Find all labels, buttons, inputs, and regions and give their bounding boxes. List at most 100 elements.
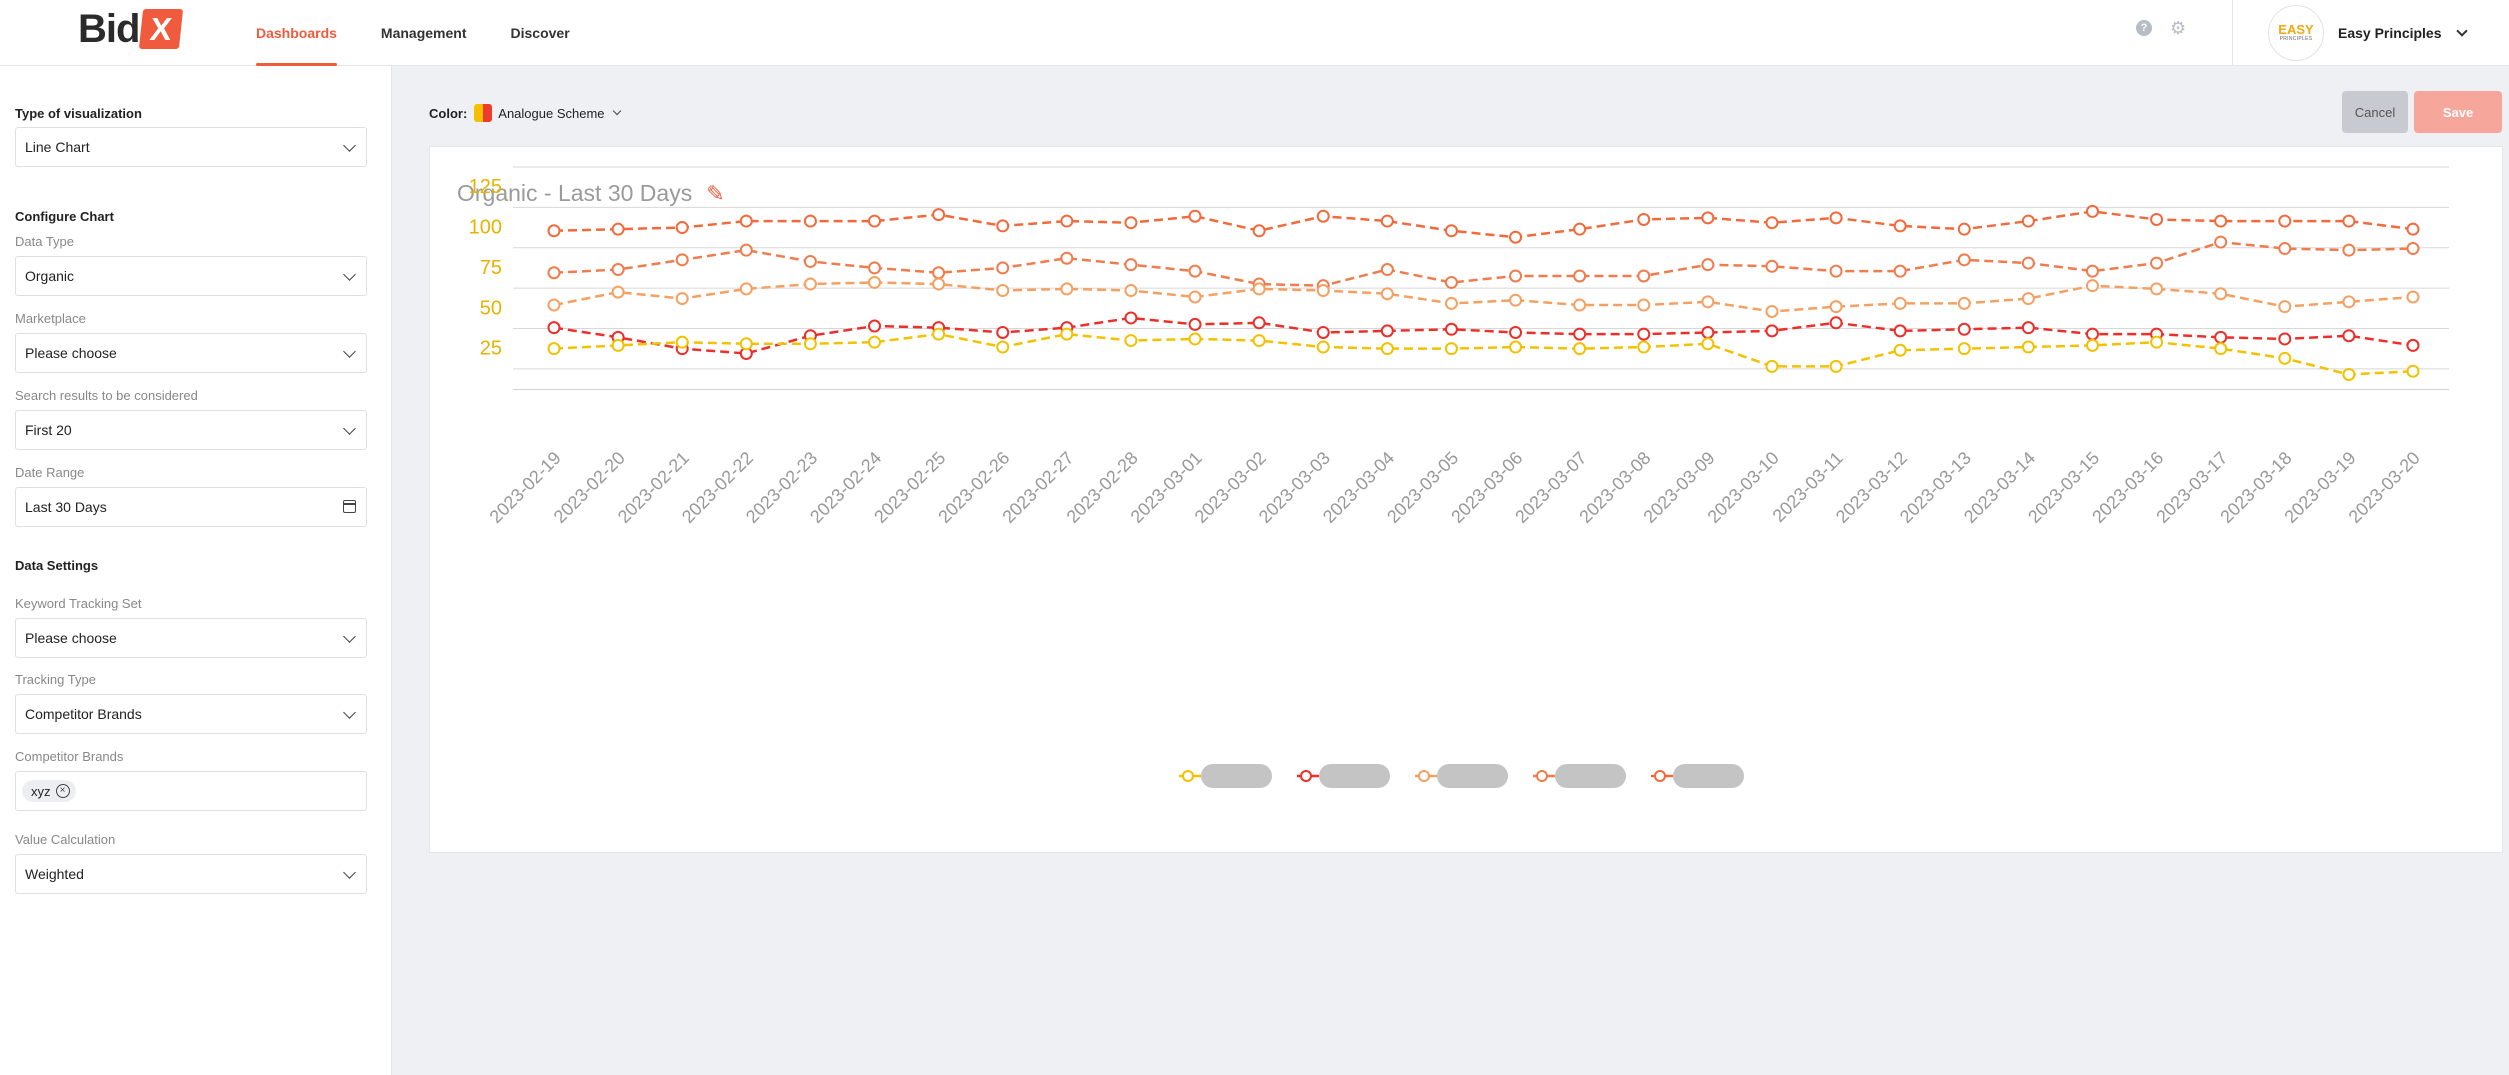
search-results-select[interactable]: First 20 <box>15 410 367 450</box>
data-point <box>1124 334 1138 348</box>
data-point <box>1957 322 1971 336</box>
color-swatch <box>474 104 493 122</box>
data-point <box>932 208 946 222</box>
data-point <box>2342 295 2356 309</box>
data-point <box>1252 334 1266 348</box>
data-point <box>2214 235 2228 249</box>
data-point <box>868 319 882 333</box>
data-point <box>1829 359 1843 373</box>
data-point <box>2406 222 2420 236</box>
data-point <box>739 214 753 228</box>
chevron-down-icon <box>343 268 356 281</box>
data-point <box>868 214 882 228</box>
competitor-chip-label: xyz <box>31 783 51 799</box>
calendar-icon[interactable] <box>343 500 356 513</box>
data-point <box>2021 292 2035 306</box>
data-point <box>1573 327 1587 341</box>
legend-item[interactable] <box>1179 764 1272 788</box>
keyword-set-select[interactable]: Please choose <box>15 618 367 658</box>
data-point <box>2150 212 2164 226</box>
data-point <box>1637 269 1651 283</box>
data-point <box>1701 258 1715 272</box>
save-button[interactable]: Save <box>2414 91 2502 133</box>
tracking-type-select[interactable]: Competitor Brands <box>15 694 367 734</box>
data-point <box>1893 296 1907 310</box>
data-point <box>1444 322 1458 336</box>
visualization-type-select[interactable]: Line Chart <box>15 127 367 167</box>
data-point <box>1893 324 1907 338</box>
data-point <box>1509 269 1523 283</box>
data-point <box>1380 214 1394 228</box>
data-point <box>1829 300 1843 314</box>
data-point <box>2021 321 2035 335</box>
data-point <box>1893 219 1907 233</box>
data-point <box>547 321 561 335</box>
data-point <box>2085 279 2099 293</box>
series-line <box>553 332 2414 376</box>
data-point <box>1124 284 1138 298</box>
nav-management[interactable]: Management <box>380 25 467 41</box>
avatar-line1: EASY <box>2278 22 2314 37</box>
bidx-logo[interactable]: Bid X <box>78 6 184 51</box>
competitor-brands-input[interactable]: xyz × <box>15 771 367 811</box>
data-point <box>1957 342 1971 356</box>
color-label: Color: <box>429 105 468 121</box>
data-point <box>1316 284 1330 298</box>
logo-text: Bid <box>78 6 140 51</box>
legend-label-placeholder <box>1201 764 1272 788</box>
nav-dashboards[interactable]: Dashboards <box>256 0 337 66</box>
legend-item[interactable] <box>1297 764 1390 788</box>
date-range-input[interactable]: Last 30 Days <box>15 487 367 527</box>
avatar: EASY PRINCIPLES <box>2268 5 2324 61</box>
legend-label-placeholder <box>1319 764 1390 788</box>
marketplace-select[interactable]: Please choose <box>15 333 367 373</box>
data-point <box>1701 211 1715 225</box>
legend-item[interactable] <box>1415 764 1508 788</box>
data-point <box>611 263 625 277</box>
data-type-select[interactable]: Organic <box>15 256 367 296</box>
data-point <box>547 298 561 312</box>
chevron-down-icon <box>2455 25 2468 37</box>
data-point <box>2406 242 2420 256</box>
data-point <box>675 335 689 349</box>
color-scheme-selector[interactable]: Color: Analogue Scheme <box>429 104 621 122</box>
close-icon[interactable]: × <box>55 784 70 798</box>
data-point <box>1701 337 1715 351</box>
data-point <box>1188 264 1202 278</box>
divider <box>2232 0 2233 66</box>
data-point <box>1957 253 1971 267</box>
chevron-down-icon <box>343 345 356 358</box>
data-point <box>2150 335 2164 349</box>
data-point <box>1252 224 1266 238</box>
data-point <box>2021 214 2035 228</box>
value-calc-select[interactable]: Weighted <box>15 854 367 894</box>
data-point <box>2342 214 2356 228</box>
data-point <box>1573 222 1587 236</box>
value-calc-label: Value Calculation <box>15 832 116 847</box>
data-point <box>1380 263 1394 277</box>
legend-item[interactable] <box>1651 764 1744 788</box>
data-point <box>996 261 1010 275</box>
legend-item[interactable] <box>1533 764 1626 788</box>
data-settings-section-title: Data Settings <box>15 558 99 573</box>
color-scheme-value[interactable]: Analogue Scheme <box>498 105 605 121</box>
data-point <box>803 254 817 268</box>
legend-label-placeholder <box>1437 764 1508 788</box>
data-point <box>1573 342 1587 356</box>
account-menu[interactable]: EASY PRINCIPLES Easy Principles <box>2268 5 2468 61</box>
data-point <box>803 337 817 351</box>
main-nav: Dashboards Management Discover <box>256 0 614 66</box>
gear-icon[interactable]: ⚙ <box>2170 18 2187 38</box>
data-point <box>1957 222 1971 236</box>
data-point <box>1765 359 1779 373</box>
chart-title: Organic - Last 30 Days <box>457 180 693 206</box>
cancel-button[interactable]: Cancel <box>2342 91 2408 133</box>
data-point <box>739 243 753 257</box>
data-point <box>1509 230 1523 244</box>
nav-discover[interactable]: Discover <box>510 25 570 41</box>
help-icon[interactable]: ? <box>2136 20 2152 36</box>
pencil-icon[interactable]: ✎ <box>706 180 725 206</box>
top-icons: ? ⚙ <box>2136 18 2187 38</box>
data-point <box>2214 342 2228 356</box>
data-point <box>2406 290 2420 304</box>
